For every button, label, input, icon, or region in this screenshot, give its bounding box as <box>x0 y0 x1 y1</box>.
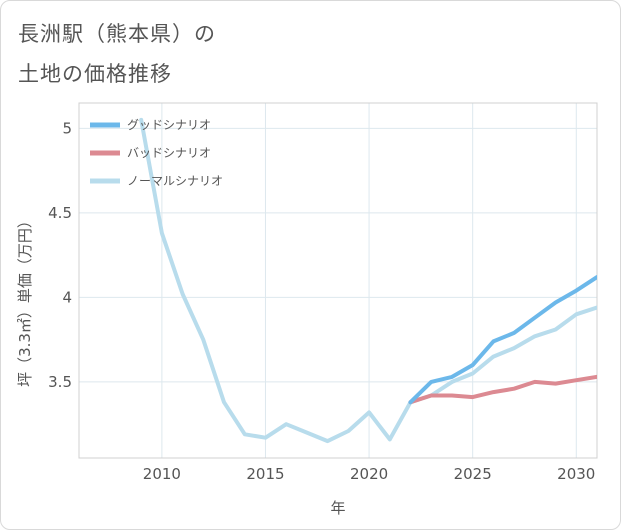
series-line-2 <box>139 117 597 444</box>
x-axis-title: 年 <box>330 499 345 517</box>
x-axis-ticks: 2010 2015 2020 2025 2030 <box>143 465 596 483</box>
series-line-1 <box>408 374 597 405</box>
y-tick-label: 4.5 <box>48 204 72 222</box>
chart-title-line1: 長洲駅（熊本県）の <box>18 22 216 46</box>
plot-area-border <box>78 102 598 459</box>
grid-lines <box>79 103 597 458</box>
legend-label: グッドシナリオ <box>127 118 211 132</box>
legend-label: バッドシナリオ <box>127 146 211 160</box>
chart-title-line2: 土地の価格推移 <box>18 62 172 86</box>
y-axis-ticks: 3.5 4 4.5 5 <box>48 119 72 391</box>
y-tick-label: 5 <box>62 119 72 137</box>
series-line-0 <box>408 275 597 405</box>
x-tick-label: 2010 <box>143 465 181 483</box>
x-tick-label: 2025 <box>454 465 492 483</box>
series-lines <box>139 117 597 444</box>
y-tick-label: 4 <box>62 288 72 306</box>
y-tick-label: 3.5 <box>48 373 72 391</box>
y-axis-title: 坪（3.3㎡）単価（万円） <box>16 213 34 387</box>
x-tick-label: 2015 <box>246 465 284 483</box>
legend-label: ノーマルシナリオ <box>127 174 223 188</box>
x-tick-label: 2020 <box>350 465 388 483</box>
x-tick-label: 2030 <box>557 465 595 483</box>
